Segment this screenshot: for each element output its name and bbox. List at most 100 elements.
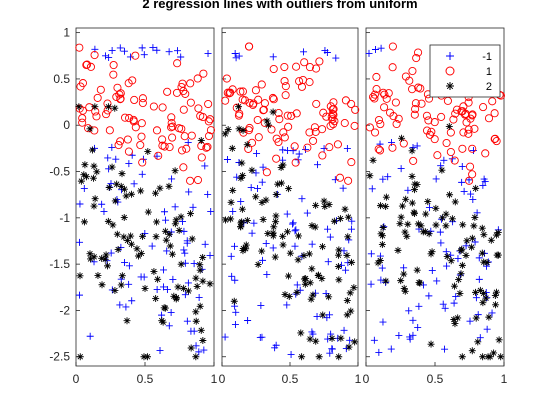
point-series-neg1 — [476, 334, 484, 342]
point-series-2 — [497, 353, 505, 361]
point-series-neg1 — [395, 332, 403, 340]
point-series-1 — [75, 43, 84, 52]
point-series-2 — [486, 353, 494, 361]
point-series-1 — [262, 168, 271, 177]
point-series-2 — [347, 307, 355, 315]
point-series-2 — [117, 182, 125, 190]
point-series-1 — [372, 72, 381, 82]
point-series-1 — [199, 69, 208, 78]
point-series-2 — [325, 201, 333, 209]
point-series-2 — [494, 251, 502, 259]
point-series-1 — [78, 79, 88, 88]
point-series-neg1 — [165, 48, 173, 56]
point-series-neg1 — [283, 210, 291, 218]
point-series-1 — [326, 121, 335, 130]
point-series-1 — [382, 94, 391, 103]
point-series-1 — [85, 103, 94, 112]
point-series-neg1 — [428, 267, 436, 275]
point-series-2 — [479, 299, 487, 307]
point-series-1 — [376, 146, 385, 155]
point-series-1 — [425, 94, 434, 103]
point-series-neg1 — [181, 291, 189, 299]
point-series-neg1 — [138, 44, 146, 52]
point-series-2 — [264, 230, 272, 238]
point-series-1 — [129, 117, 138, 126]
point-series-1 — [470, 124, 479, 133]
point-series-2 — [344, 233, 352, 241]
point-series-neg1 — [323, 314, 331, 322]
point-series-neg1 — [259, 163, 267, 171]
point-series-neg1 — [279, 146, 287, 154]
point-series-1 — [315, 57, 324, 66]
point-series-neg1 — [343, 144, 351, 152]
point-series-2 — [86, 250, 94, 258]
point-series-2 — [344, 213, 352, 221]
point-series-2 — [478, 249, 486, 257]
point-series-1 — [365, 123, 374, 132]
point-series-1 — [177, 146, 187, 155]
point-series-neg1 — [452, 293, 460, 301]
point-series-1 — [206, 115, 215, 124]
point-series-1 — [204, 117, 213, 126]
point-series-2 — [133, 245, 141, 253]
point-series-1 — [240, 96, 250, 105]
legend-label: -1 — [482, 51, 492, 63]
point-series-neg1 — [173, 47, 181, 55]
point-series-2 — [177, 213, 185, 221]
point-series-1 — [281, 82, 290, 91]
point-series-2 — [312, 337, 320, 345]
point-series-1 — [193, 175, 203, 185]
point-series-neg1 — [293, 281, 301, 289]
point-series-1 — [281, 91, 290, 100]
point-series-1 — [194, 104, 203, 113]
point-series-neg1 — [308, 240, 316, 248]
point-series-2 — [319, 243, 327, 251]
x-tick-label: 0.5 — [137, 372, 154, 386]
point-series-neg1 — [425, 292, 433, 300]
point-series-2 — [285, 185, 293, 193]
point-series-2 — [227, 215, 235, 223]
point-series-neg1 — [253, 185, 261, 193]
point-series-1 — [109, 70, 118, 79]
point-series-neg1 — [471, 238, 479, 246]
point-series-2 — [197, 326, 205, 334]
point-series-2 — [427, 250, 435, 258]
point-series-2 — [127, 232, 135, 240]
point-series-neg1 — [195, 348, 203, 356]
point-series-neg1 — [460, 187, 468, 195]
point-series-neg1 — [450, 299, 458, 307]
point-series-neg1 — [185, 188, 193, 196]
point-series-1 — [305, 63, 314, 72]
point-series-1 — [78, 114, 87, 123]
point-series-1 — [305, 78, 314, 87]
point-series-1 — [410, 110, 419, 119]
point-series-2 — [294, 256, 302, 264]
point-series-neg1 — [291, 242, 299, 250]
point-series-2 — [463, 237, 471, 245]
point-series-2 — [123, 236, 131, 244]
point-series-2 — [104, 262, 112, 270]
point-series-2 — [479, 353, 487, 361]
point-series-2 — [455, 276, 463, 284]
point-series-1 — [182, 144, 191, 153]
point-series-2 — [77, 177, 85, 185]
point-series-2 — [408, 147, 416, 155]
point-series-neg1 — [483, 325, 491, 333]
point-series-neg1 — [231, 49, 239, 57]
point-series-2 — [193, 282, 201, 290]
point-series-2 — [328, 334, 336, 342]
point-series-1 — [167, 119, 176, 128]
point-series-2 — [325, 293, 333, 301]
point-series-2 — [378, 241, 386, 249]
point-series-1 — [376, 120, 385, 129]
point-series-2 — [485, 313, 493, 321]
point-series-2 — [401, 287, 409, 295]
point-series-1 — [269, 64, 278, 74]
point-series-2 — [379, 224, 387, 232]
point-series-1 — [347, 158, 356, 167]
point-series-1 — [138, 94, 147, 103]
point-series-neg1 — [247, 184, 255, 192]
point-series-neg1 — [189, 203, 197, 211]
point-series-2 — [91, 103, 99, 111]
point-series-2 — [102, 251, 110, 259]
